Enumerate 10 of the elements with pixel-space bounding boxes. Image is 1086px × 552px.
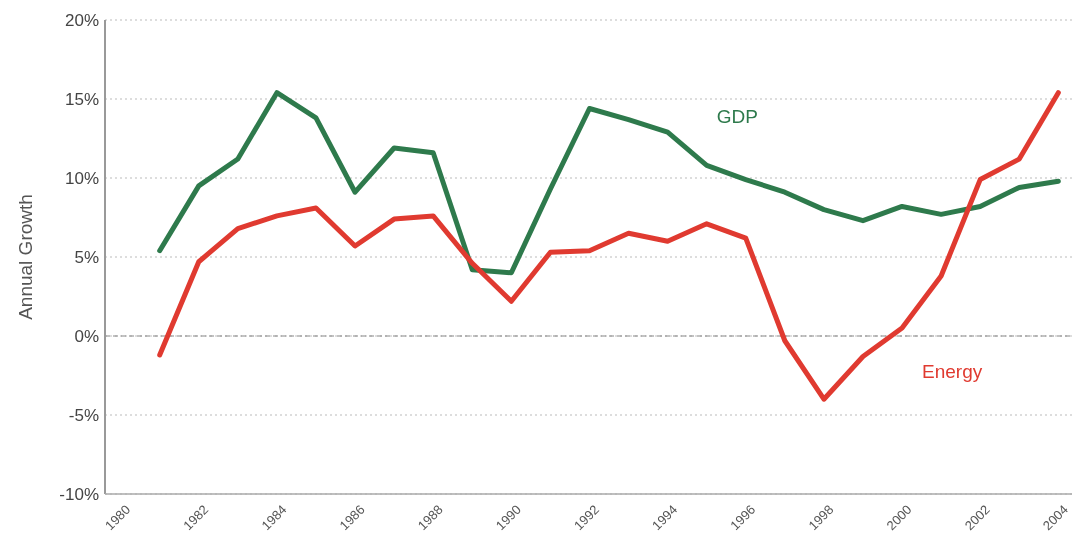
- y-tick-label: 20%: [64, 10, 99, 30]
- y-axis-title: Annual Growth: [15, 194, 36, 320]
- series-label: GDP: [716, 106, 758, 128]
- text: Energy: [922, 361, 983, 383]
- y-tick-label: 15%: [64, 89, 99, 109]
- y-tick-label: 10%: [64, 168, 99, 188]
- y-tick-label: -5%: [68, 405, 99, 425]
- y-tick-label: -10%: [59, 484, 99, 504]
- y-tick-label: 5%: [74, 247, 99, 267]
- y-tick-label: 0%: [74, 326, 99, 346]
